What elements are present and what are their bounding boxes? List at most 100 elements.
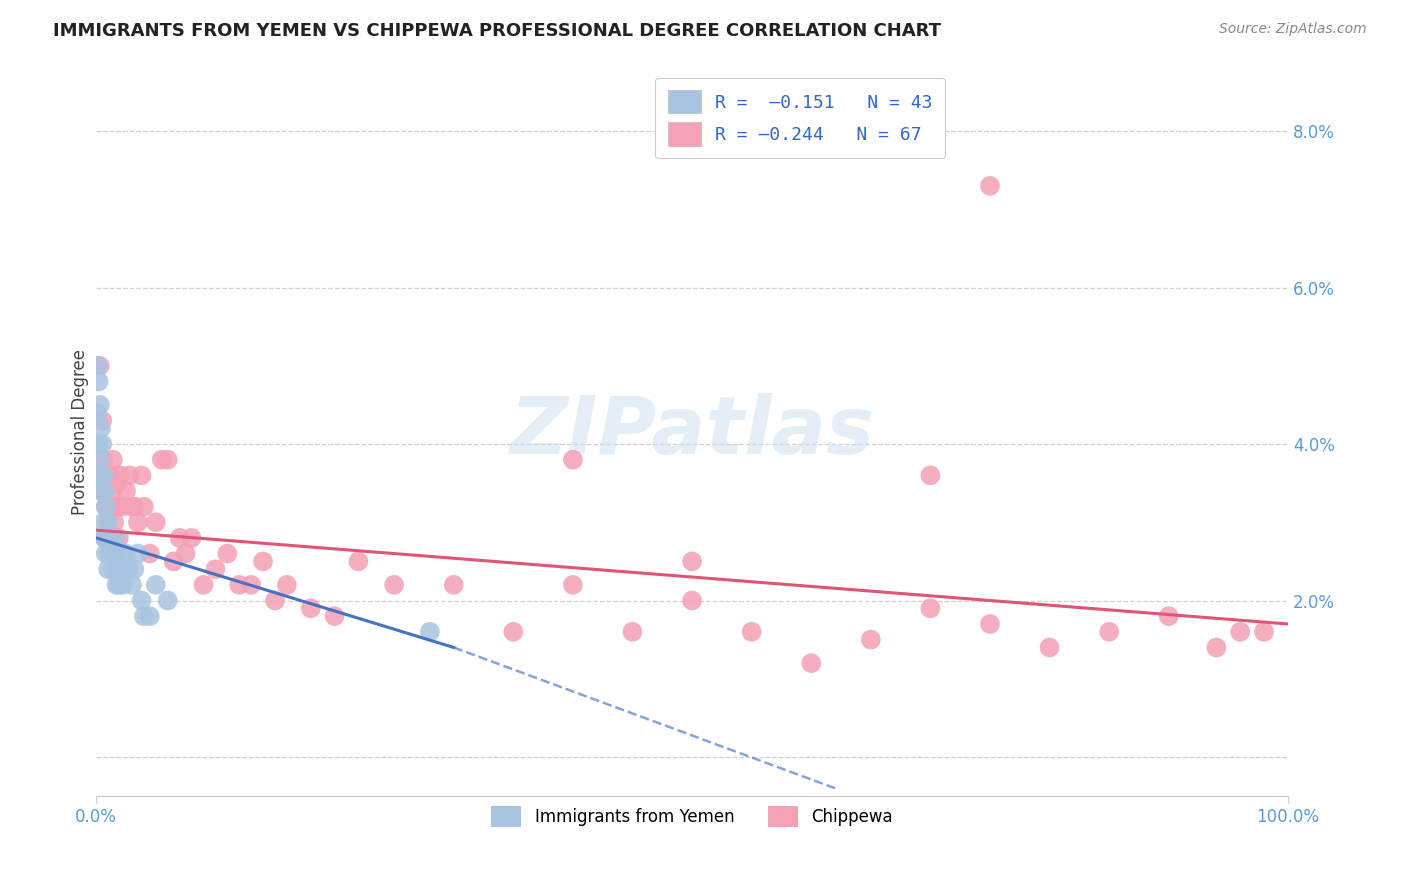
Point xyxy=(174,547,197,561)
Point xyxy=(132,500,155,514)
Point xyxy=(104,547,127,561)
Point xyxy=(419,624,441,639)
Point xyxy=(108,468,131,483)
Point xyxy=(96,531,118,545)
Point xyxy=(111,578,134,592)
Point xyxy=(103,516,125,530)
Point xyxy=(97,516,120,530)
Point xyxy=(94,500,117,514)
Point xyxy=(101,562,124,576)
Point xyxy=(114,562,136,576)
Point xyxy=(561,452,583,467)
Point xyxy=(681,554,703,568)
Point xyxy=(979,178,1001,193)
Point xyxy=(561,578,583,592)
Point xyxy=(89,398,111,412)
Text: Source: ZipAtlas.com: Source: ZipAtlas.com xyxy=(1219,22,1367,37)
Point xyxy=(145,516,167,530)
Point xyxy=(91,483,114,498)
Point xyxy=(800,656,823,670)
Point xyxy=(86,359,108,373)
Point xyxy=(93,468,115,483)
Point xyxy=(115,547,138,561)
Point xyxy=(91,437,114,451)
Point xyxy=(1098,624,1121,639)
Point xyxy=(979,617,1001,632)
Point xyxy=(443,578,465,592)
Point xyxy=(101,452,124,467)
Point xyxy=(382,578,405,592)
Point xyxy=(94,547,117,561)
Point xyxy=(920,468,942,483)
Point xyxy=(93,483,115,498)
Point xyxy=(1038,640,1060,655)
Point xyxy=(859,632,882,647)
Point xyxy=(228,578,250,592)
Point xyxy=(97,516,120,530)
Point xyxy=(621,624,644,639)
Point xyxy=(124,562,146,576)
Point xyxy=(131,593,153,607)
Point xyxy=(100,547,122,561)
Point xyxy=(156,452,179,467)
Point xyxy=(108,562,131,576)
Point xyxy=(217,547,239,561)
Point xyxy=(115,483,138,498)
Point xyxy=(94,500,117,514)
Text: ZIPatlas: ZIPatlas xyxy=(509,393,875,471)
Point xyxy=(98,547,121,561)
Point xyxy=(145,578,167,592)
Point xyxy=(127,516,149,530)
Point xyxy=(127,547,149,561)
Point xyxy=(96,500,118,514)
Point xyxy=(108,531,131,545)
Point xyxy=(107,562,129,576)
Point xyxy=(90,468,112,483)
Point xyxy=(100,531,122,545)
Point xyxy=(150,452,173,467)
Point xyxy=(323,609,346,624)
Point xyxy=(93,452,115,467)
Legend: Immigrants from Yemen, Chippewa: Immigrants from Yemen, Chippewa xyxy=(484,798,901,835)
Point xyxy=(163,554,186,568)
Point xyxy=(91,413,114,427)
Point xyxy=(93,516,115,530)
Point xyxy=(240,578,263,592)
Point xyxy=(90,483,112,498)
Point xyxy=(103,547,125,561)
Point xyxy=(87,468,110,483)
Text: IMMIGRANTS FROM YEMEN VS CHIPPEWA PROFESSIONAL DEGREE CORRELATION CHART: IMMIGRANTS FROM YEMEN VS CHIPPEWA PROFES… xyxy=(53,22,942,40)
Point xyxy=(124,500,146,514)
Point xyxy=(89,452,111,467)
Point xyxy=(139,547,162,561)
Point xyxy=(1253,624,1275,639)
Point xyxy=(87,375,110,389)
Point xyxy=(131,468,153,483)
Point xyxy=(93,531,115,545)
Point xyxy=(132,609,155,624)
Point xyxy=(1157,609,1180,624)
Point xyxy=(156,593,179,607)
Point xyxy=(681,593,703,607)
Point xyxy=(264,593,287,607)
Point xyxy=(97,562,120,576)
Point xyxy=(741,624,763,639)
Point xyxy=(118,468,141,483)
Point xyxy=(276,578,298,592)
Point xyxy=(104,531,127,545)
Point xyxy=(347,554,370,568)
Point xyxy=(107,476,129,491)
Point xyxy=(93,531,115,545)
Point xyxy=(100,500,122,514)
Point xyxy=(105,578,128,592)
Point xyxy=(193,578,215,592)
Point xyxy=(90,421,112,435)
Point xyxy=(169,531,191,545)
Point xyxy=(89,359,111,373)
Point xyxy=(111,500,134,514)
Point xyxy=(1205,640,1227,655)
Point xyxy=(105,500,128,514)
Point xyxy=(299,601,322,615)
Point xyxy=(86,406,108,420)
Point xyxy=(100,483,122,498)
